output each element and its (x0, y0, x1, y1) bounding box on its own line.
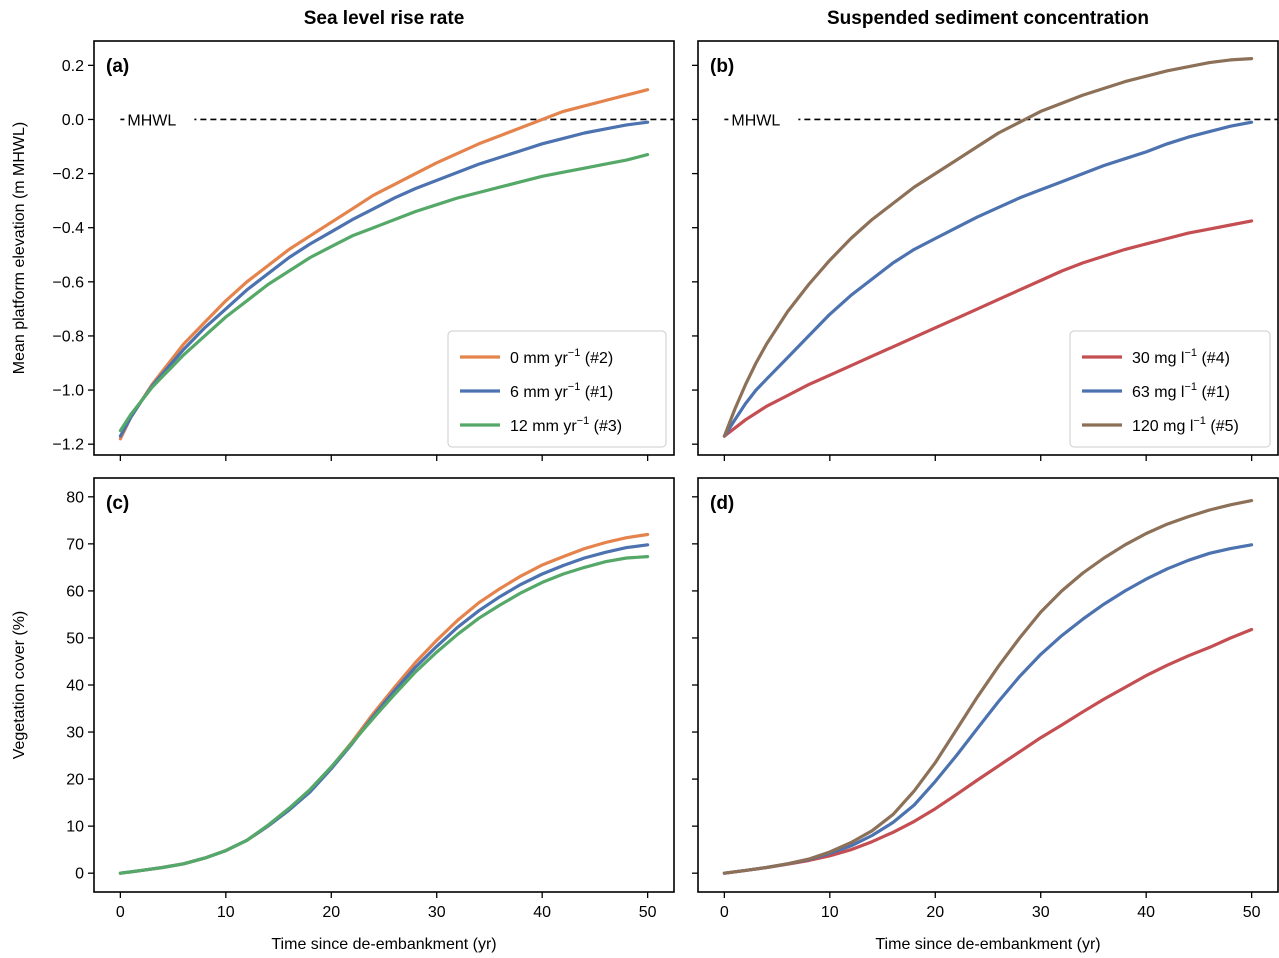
y-tick-label: −0.4 (52, 220, 84, 237)
reference-label-bg (728, 106, 799, 131)
x-tick-label: 0 (720, 904, 729, 921)
series-line-red (722, 219, 1254, 438)
x-tick-label: 10 (217, 904, 235, 921)
y-tick-label: 0.0 (62, 112, 84, 129)
panel-a: −1.2 −1.0 −0.8 −0.6 −0.4 −0.2 0.0 0.2 MHWL (a) Mea… (11, 40, 675, 461)
legend-box (1069, 330, 1271, 448)
y-tick-label: 60 (66, 583, 84, 600)
y-tick-label: 0 (75, 866, 84, 883)
y-tick-label: 40 (66, 678, 84, 695)
y-tick-label: −0.6 (52, 274, 84, 291)
x-tick-label: 10 (821, 904, 839, 921)
x-tick-label: 0 (116, 904, 125, 921)
y-tick-label: 70 (66, 536, 84, 553)
axes-frame (697, 40, 1279, 456)
legend-entry: 6 mm yr−1 (#1) (510, 381, 613, 401)
series-line-green (118, 153, 650, 433)
series-line-red (722, 627, 1254, 875)
x-tick-label: 40 (533, 904, 551, 921)
column-title-right: Suspended sediment concentration (827, 8, 1149, 29)
panels-group: −1.2 −1.0 −0.8 −0.6 −0.4 −0.2 0.0 0.2 MHWL (a) Mea… (11, 40, 1279, 953)
y-tick-label: 30 (66, 725, 84, 742)
y-tick-label: −1.2 (52, 437, 84, 454)
series-line-green (118, 555, 650, 875)
series-line-blue (118, 120, 650, 438)
legend: 0 mm yr−1 (#2) 6 mm yr−1 (#1) 12 mm yr−1 (… (447, 330, 667, 448)
series-line-blue (118, 543, 650, 875)
legend-box (447, 330, 667, 448)
legend-entry: 63 mg l−1 (#1) (1132, 381, 1230, 401)
series-line-blue (722, 543, 1254, 875)
reference-label-bg (124, 106, 195, 131)
series-line-brown (722, 57, 1254, 438)
panel-label: (a) (106, 56, 129, 77)
panel-c: 0 10 20 30 40 50 60 70 80 0 10 20 30 40 50 (c) Time sinc… (11, 477, 675, 953)
reference-line-label: MHWL (731, 112, 780, 129)
series-line-orange (118, 88, 650, 441)
panel-label: (c) (106, 493, 129, 514)
axes-frame (697, 477, 1279, 893)
panel-label: (b) (710, 56, 734, 77)
y-tick-label: 0.2 (62, 58, 84, 75)
legend-entry: 30 mg l−1 (#4) (1132, 347, 1230, 367)
x-tick-label: 30 (428, 904, 446, 921)
x-tick-label: 50 (1243, 904, 1261, 921)
y-tick-label: 50 (66, 630, 84, 647)
series-line-blue (722, 120, 1254, 438)
legend: 30 mg l−1 (#4) 63 mg l−1 (#1) 120 mg l−1 (… (1069, 330, 1271, 448)
legend-entry: 120 mg l−1 (#5) (1132, 415, 1239, 435)
axes-frame (93, 40, 675, 456)
reference-line-label: MHWL (127, 112, 176, 129)
x-tick-label: 40 (1137, 904, 1155, 921)
y-axis-label: Mean platform elevation (m MHWL) (11, 122, 28, 375)
panel-b: MHWL (b) 30 mg l−1 (#4) 63 mg l−1 (#1) 120 m… (692, 40, 1279, 461)
column-title-left: Sea level rise rate (304, 8, 465, 29)
x-tick-label: 50 (639, 904, 657, 921)
y-tick-label: 20 (66, 772, 84, 789)
y-axis-label: Vegetation cover (%) (11, 611, 28, 760)
y-tick-label: −1.0 (52, 383, 84, 400)
axes-frame (93, 477, 675, 893)
series-line-brown (722, 499, 1254, 875)
panel-d: 0 10 20 30 40 50 (d) Time since de-embankment (… (692, 477, 1279, 953)
x-tick-label: 30 (1032, 904, 1050, 921)
legend-entry: 12 mm yr−1 (#3) (510, 415, 622, 435)
x-axis-label: Time since de-embankment (yr) (271, 936, 496, 953)
y-tick-label: 10 (66, 819, 84, 836)
y-tick-label: −0.2 (52, 166, 84, 183)
x-tick-label: 20 (926, 904, 944, 921)
panel-label: (d) (710, 493, 734, 514)
legend-entry: 0 mm yr−1 (#2) (510, 347, 613, 367)
y-tick-label: −0.8 (52, 328, 84, 345)
y-tick-label: 80 (66, 489, 84, 506)
x-tick-label: 20 (322, 904, 340, 921)
x-axis-label: Time since de-embankment (yr) (875, 936, 1100, 953)
